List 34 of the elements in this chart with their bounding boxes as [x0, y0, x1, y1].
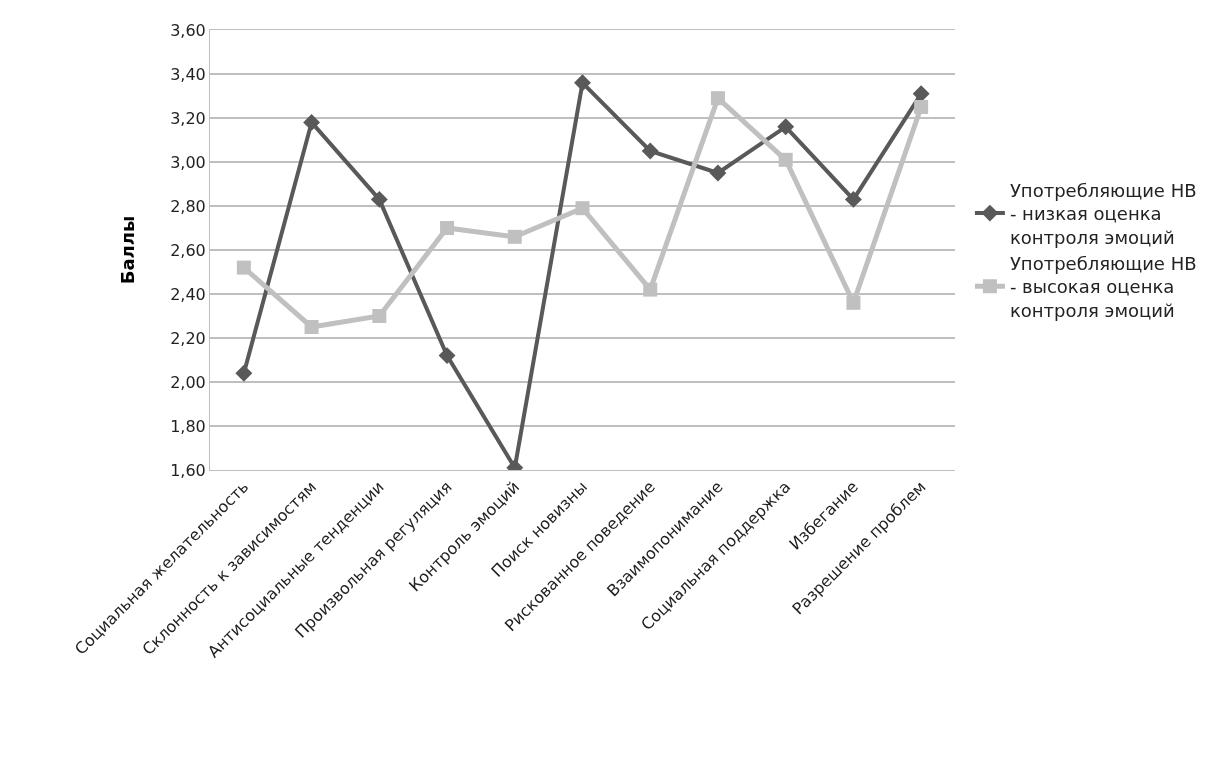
legend-label: Употребляющие НВ - низкая оценка контроля эмоций [1009, 179, 1197, 248]
point [304, 320, 319, 334]
point [710, 91, 725, 106]
point [778, 152, 793, 167]
point [235, 364, 253, 382]
y-tick-label: 1,80 [170, 416, 206, 436]
point [846, 295, 861, 310]
point [914, 100, 929, 114]
point [438, 347, 456, 365]
point [507, 229, 522, 244]
point [303, 113, 321, 131]
legend-label: Употребляющие НВ - высокая оценка контроля эмоций [1009, 252, 1197, 321]
point [844, 190, 862, 208]
y-tick-label: 2,20 [170, 328, 206, 348]
y-tick-label: 2,60 [170, 240, 206, 260]
point [370, 190, 388, 208]
y-tick-label: 2,80 [170, 196, 206, 216]
point [709, 164, 727, 182]
point [574, 74, 591, 92]
y-tick-label: 3,60 [170, 20, 206, 40]
point [641, 142, 659, 160]
y-tick-label: 3,00 [170, 152, 206, 172]
y-tick-label: 1,60 [170, 460, 206, 480]
y-axis-title: Баллы [117, 215, 139, 285]
point [372, 309, 387, 323]
point [440, 221, 455, 235]
y-tick-label: 2,00 [170, 372, 206, 392]
y-tick-label: 3,40 [170, 64, 206, 84]
point [643, 282, 658, 297]
point [236, 260, 251, 275]
y-tick-label: 3,20 [170, 108, 206, 128]
point [575, 201, 590, 216]
point [777, 118, 795, 136]
y-tick-label: 2,40 [170, 284, 206, 304]
